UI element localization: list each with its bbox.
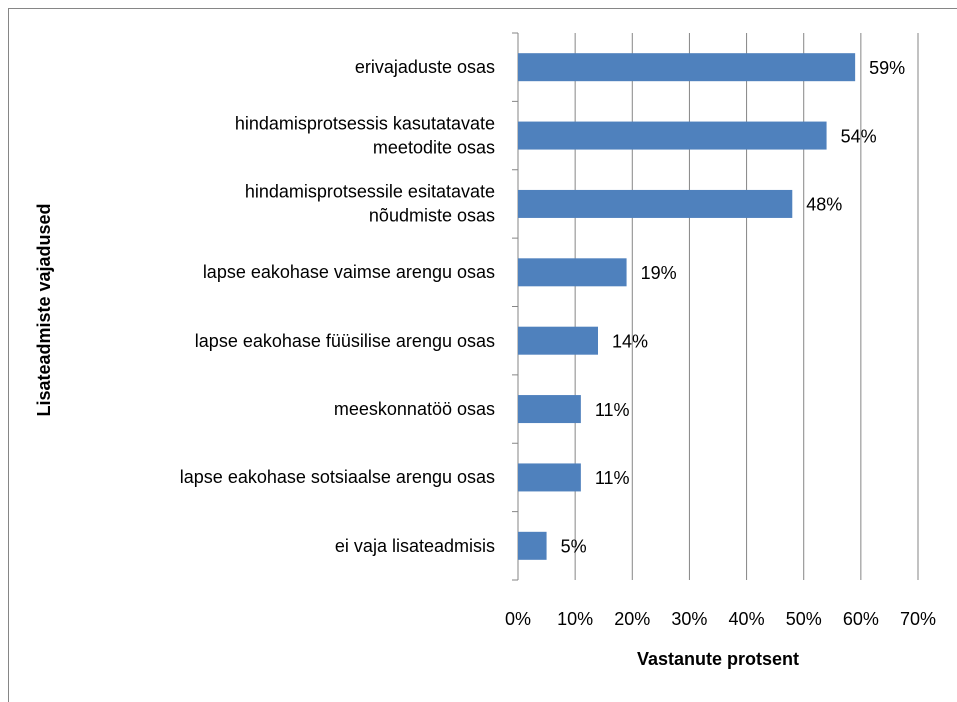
value-label: 14% bbox=[612, 331, 648, 351]
y-axis-title: Lisateadmiste vajadused bbox=[34, 203, 54, 416]
x-tick-label: 70% bbox=[900, 609, 936, 629]
value-label: 54% bbox=[841, 126, 877, 146]
x-axis-title: Vastanute protsent bbox=[637, 649, 799, 669]
bar bbox=[518, 53, 856, 82]
x-tick-label: 60% bbox=[843, 609, 879, 629]
y-tick-label: hindamisprotsessis kasutatavate meetodit… bbox=[234, 113, 495, 158]
bar bbox=[518, 189, 793, 218]
value-label: 11% bbox=[595, 400, 630, 420]
bar bbox=[518, 531, 547, 560]
x-tick-label: 30% bbox=[671, 609, 707, 629]
y-tick-label: meeskonnatöö osas bbox=[333, 398, 495, 419]
x-tick-label: 50% bbox=[786, 609, 822, 629]
bar bbox=[518, 121, 827, 150]
value-label: 59% bbox=[869, 58, 905, 78]
bar bbox=[518, 463, 581, 492]
x-tick-label: 10% bbox=[557, 609, 593, 629]
bar bbox=[518, 326, 598, 355]
y-tick-label: lapse eakohase sotsiaalse arengu osas bbox=[179, 467, 495, 488]
y-tick-label: lapse eakohase füüsilise arengu osas bbox=[194, 330, 495, 351]
bar bbox=[518, 395, 581, 424]
y-tick-label: lapse eakohase vaimse arengu osas bbox=[202, 262, 495, 283]
x-tick-label: 0% bbox=[505, 609, 531, 629]
value-label: 48% bbox=[806, 195, 842, 215]
value-label: 5% bbox=[561, 537, 587, 557]
value-label: 11% bbox=[595, 468, 630, 488]
x-tick-label: 40% bbox=[729, 609, 765, 629]
y-tick-label: erivajaduste osas bbox=[354, 57, 495, 78]
x-tick-label: 20% bbox=[614, 609, 650, 629]
value-label: 19% bbox=[641, 263, 677, 283]
y-tick-label: ei vaja lisateadmisis bbox=[334, 535, 495, 556]
bar bbox=[518, 258, 627, 287]
y-tick-label: hindamisprotsessile esitatavate nõudmist… bbox=[244, 181, 495, 226]
chart-border bbox=[8, 8, 957, 702]
